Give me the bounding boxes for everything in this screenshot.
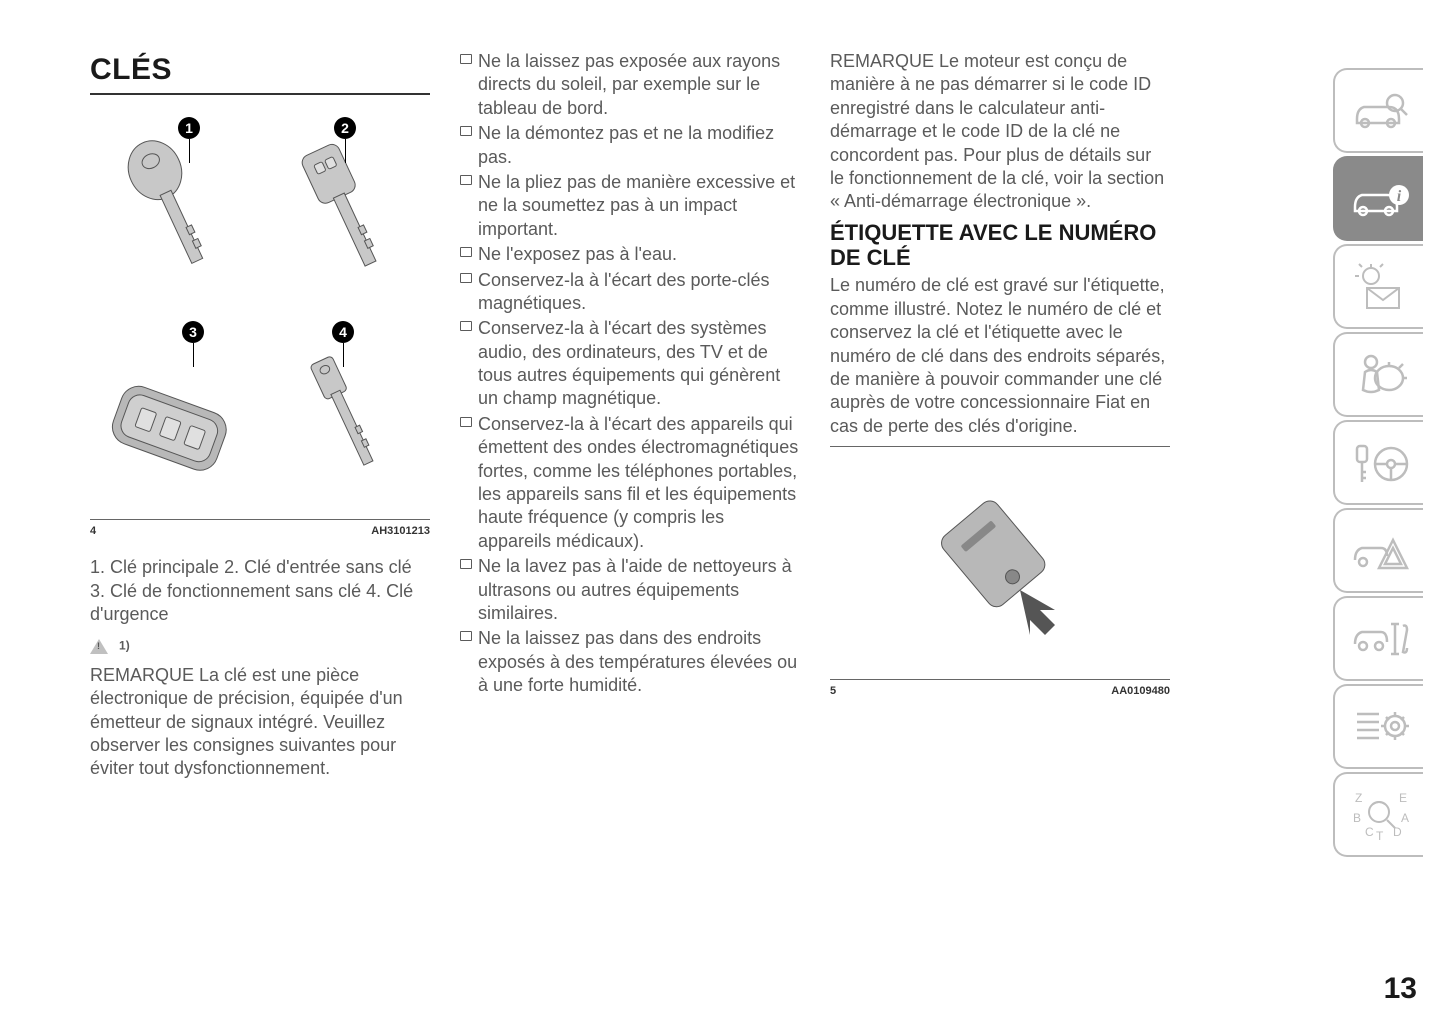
column-1: CLÉS 1	[90, 50, 430, 785]
figure-2-number: 5	[830, 684, 836, 698]
key-keyless-entry-image: 2	[262, 111, 430, 311]
bullet-item: Ne la démontez pas et ne la modifiez pas…	[460, 122, 800, 169]
tab-light-envelope[interactable]	[1333, 244, 1423, 329]
figure-1-number: 4	[90, 524, 96, 538]
figure-key-tag	[830, 455, 1170, 675]
bullet-icon	[460, 126, 472, 136]
figure-2-caption: 5 AA0109480	[830, 679, 1170, 698]
tab-key-steering[interactable]	[1333, 420, 1423, 505]
warning-icon	[90, 639, 108, 654]
remark-2: REMARQUE Le moteur est conçu de manière …	[830, 50, 1170, 214]
figure-2-code: AA0109480	[1111, 684, 1170, 698]
svg-text:T: T	[1376, 829, 1384, 842]
callout-4: 4	[332, 321, 354, 343]
svg-text:Z: Z	[1355, 791, 1362, 805]
title-rule	[90, 93, 430, 95]
bullet-icon	[460, 631, 472, 641]
page-title: CLÉS	[90, 50, 430, 89]
bullet-item: Conservez-la à l'écart des appareils qui…	[460, 413, 800, 553]
tab-hazard[interactable]	[1333, 508, 1423, 593]
bullet-icon	[460, 321, 472, 331]
svg-text:A: A	[1401, 811, 1409, 825]
bullet-icon	[460, 54, 472, 64]
bullet-item: Conservez-la à l'écart des systèmes audi…	[460, 317, 800, 411]
key-main-image: 1	[90, 111, 258, 311]
tab-car-search[interactable]	[1333, 68, 1423, 153]
warning-footnote: 1)	[90, 634, 430, 657]
bullet-item: Ne la laissez pas exposée aux rayons dir…	[460, 50, 800, 120]
tab-car-info[interactable]: i	[1333, 156, 1423, 241]
svg-text:C: C	[1365, 825, 1374, 839]
bullet-icon	[460, 273, 472, 283]
bullet-icon	[460, 175, 472, 185]
callout-2: 2	[334, 117, 356, 139]
page-content: CLÉS 1	[0, 0, 1445, 835]
bullet-icon	[460, 247, 472, 257]
figure-legend: 1. Clé principale 2. Clé d'entrée sans c…	[90, 556, 430, 626]
bullet-icon	[460, 559, 472, 569]
subtitle-text: Le numéro de clé est gravé sur l'étiquet…	[830, 274, 1170, 438]
section-tabs-sidebar: i Z E B A C DT	[1333, 68, 1423, 857]
bullet-item: Ne l'exposez pas à l'eau.	[460, 243, 800, 266]
bullet-item: Conservez-la à l'écart des porte-clés ma…	[460, 269, 800, 316]
bullet-icon	[460, 417, 472, 427]
figure-keys: 1 2	[90, 107, 430, 542]
column-3: REMARQUE Le moteur est conçu de manière …	[830, 50, 1170, 785]
svg-text:E: E	[1399, 791, 1407, 805]
bullet-item: Ne la lavez pas à l'aide de nettoyeurs à…	[460, 555, 800, 625]
tab-airbag[interactable]	[1333, 332, 1423, 417]
section-subtitle: ÉTIQUETTE AVEC LE NUMÉRO DE CLÉ	[830, 220, 1170, 271]
tab-index[interactable]: Z E B A C DT	[1333, 772, 1423, 857]
callout-1: 1	[178, 117, 200, 139]
bullet-item: Ne la laissez pas dans des endroits expo…	[460, 627, 800, 697]
footnote-number: 1)	[119, 639, 130, 653]
svg-text:i: i	[1397, 188, 1402, 205]
page-number: 13	[1384, 972, 1417, 1006]
svg-text:D: D	[1393, 825, 1402, 839]
figure-1-caption: 4 AH3101213	[90, 519, 430, 538]
callout-3: 3	[182, 321, 204, 343]
figure-1-code: AH3101213	[371, 524, 430, 538]
figure-2-top-rule	[830, 446, 1170, 447]
key-keyless-op-image: 3	[90, 315, 258, 515]
key-emergency-image: 4	[262, 315, 430, 515]
remark-1: REMARQUE La clé est une pièce électroniq…	[90, 664, 430, 781]
svg-text:B: B	[1353, 811, 1361, 825]
column-2: Ne la laissez pas exposée aux rayons dir…	[460, 50, 800, 785]
tab-list-gear[interactable]	[1333, 684, 1423, 769]
bullet-item: Ne la pliez pas de manière excessive et …	[460, 171, 800, 241]
tab-car-tools[interactable]	[1333, 596, 1423, 681]
